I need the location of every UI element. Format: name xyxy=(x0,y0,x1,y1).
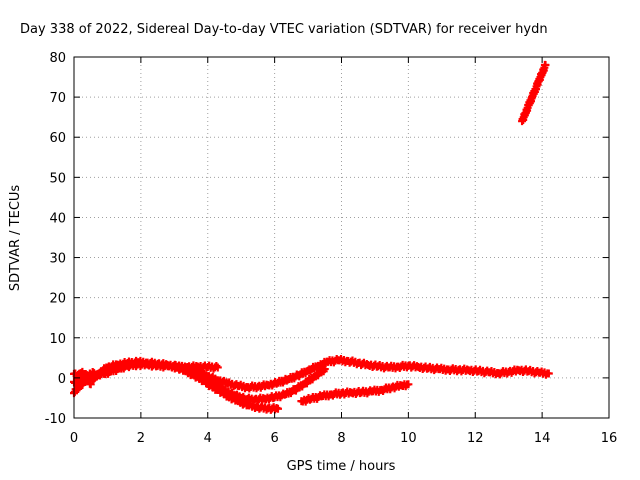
data-points xyxy=(70,60,553,414)
y-axis-label: SDTVAR / TECUs xyxy=(8,185,23,292)
y-tick-label: 20 xyxy=(49,292,66,307)
series-4 xyxy=(297,380,413,406)
y-tick-label: 60 xyxy=(49,131,66,146)
y-tick-label: 10 xyxy=(49,332,66,347)
x-tick-label: 12 xyxy=(467,431,484,446)
x-tick-label: 6 xyxy=(270,431,278,446)
data-point xyxy=(212,361,221,370)
chart-title: Day 338 of 2022, Sidereal Day-to-day VTE… xyxy=(20,22,548,37)
x-tick-label: 0 xyxy=(70,431,78,446)
y-tick-label: 40 xyxy=(49,211,66,226)
data-point xyxy=(273,404,282,413)
x-tick-label: 8 xyxy=(337,431,345,446)
tick-labels: 0 2 4 6 8 10 12 14 16 -10 0 10 20 30 40 50 60 70 80 xyxy=(45,51,618,446)
x-axis-label: GPS time / hours xyxy=(287,459,396,474)
data-point xyxy=(544,369,553,378)
series-5 xyxy=(70,367,99,391)
y-tick-label: 30 xyxy=(49,252,66,267)
y-tick-label: 0 xyxy=(58,372,66,387)
data-point xyxy=(320,365,329,374)
x-tick-label: 4 xyxy=(204,431,212,446)
x-tick-label: 16 xyxy=(601,431,618,446)
series-3 xyxy=(203,379,282,414)
y-tick-label: -10 xyxy=(45,412,66,427)
data-point xyxy=(404,380,413,389)
x-tick-label: 10 xyxy=(400,431,417,446)
data-point xyxy=(213,363,222,372)
grid xyxy=(74,57,609,418)
y-tick-label: 80 xyxy=(49,51,66,66)
x-tick-label: 2 xyxy=(137,431,145,446)
series-6 xyxy=(518,60,550,126)
y-tick-label: 50 xyxy=(49,171,66,186)
series-1 xyxy=(70,355,553,393)
data-point xyxy=(86,380,95,389)
x-tick-label: 14 xyxy=(534,431,551,446)
y-tick-label: 70 xyxy=(49,91,66,106)
data-point xyxy=(541,61,550,70)
